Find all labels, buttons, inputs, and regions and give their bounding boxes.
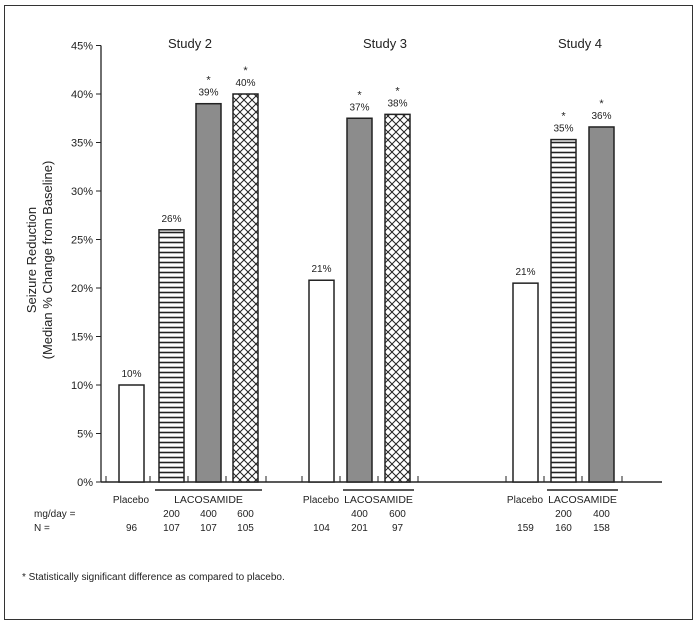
y-axis-label: Seizure Reduction xyxy=(24,207,39,313)
significance-star: * xyxy=(206,75,211,87)
n-label: 105 xyxy=(237,523,254,534)
bar-value-label: 35% xyxy=(553,124,573,135)
study-title: Study 2 xyxy=(168,36,212,51)
n-label: 160 xyxy=(555,523,572,534)
n-label: 104 xyxy=(313,523,330,534)
drug-label: LACOSAMIDE xyxy=(344,494,413,506)
y-tick-label: 30% xyxy=(71,186,93,198)
dose-label: 600 xyxy=(237,509,254,520)
bar xyxy=(550,138,577,483)
drug-label: LACOSAMIDE xyxy=(174,494,243,506)
bar xyxy=(512,282,539,483)
n-label: 201 xyxy=(351,523,368,534)
placebo-label: Placebo xyxy=(113,495,150,506)
drug-label: LACOSAMIDE xyxy=(548,494,617,506)
y-tick-label: 5% xyxy=(77,429,93,441)
bar xyxy=(195,102,222,483)
bar xyxy=(308,279,335,483)
y-tick-label: 20% xyxy=(71,283,93,295)
study-title: Study 3 xyxy=(363,36,407,51)
dose-label: 400 xyxy=(200,509,217,520)
significance-star: * xyxy=(395,85,400,97)
placebo-label: Placebo xyxy=(303,495,340,506)
bar-value-label: 36% xyxy=(591,111,611,122)
y-tick-label: 0% xyxy=(77,477,93,489)
y-tick-label: 35% xyxy=(71,138,93,150)
bar xyxy=(232,93,259,483)
y-tick-label: 15% xyxy=(71,332,93,344)
n-label: 96 xyxy=(126,523,138,534)
bar xyxy=(384,113,411,483)
y-axis-label-sub: (Median % Change from Baseline) xyxy=(40,161,55,360)
bar xyxy=(346,117,373,483)
y-tick-label: 10% xyxy=(71,380,93,392)
dose-label: 400 xyxy=(593,509,610,520)
bar xyxy=(588,126,615,483)
significance-star: * xyxy=(599,98,604,110)
dose-label: 200 xyxy=(555,509,572,520)
dose-row-label: mg/day = xyxy=(34,509,76,520)
dose-label: 200 xyxy=(163,509,180,520)
dose-label: 400 xyxy=(351,509,368,520)
significance-star: * xyxy=(243,65,248,77)
outer-frame xyxy=(4,5,693,620)
bar-value-label: 26% xyxy=(161,214,181,225)
n-label: 107 xyxy=(163,523,180,534)
significance-star: * xyxy=(561,111,566,123)
y-tick-label: 25% xyxy=(71,235,93,247)
dose-label: 600 xyxy=(389,509,406,520)
bar xyxy=(158,229,185,483)
n-row-label: N = xyxy=(34,523,50,534)
n-label: 107 xyxy=(200,523,217,534)
n-label: 158 xyxy=(593,523,610,534)
bar-value-label: 21% xyxy=(515,267,535,278)
bar-value-label: 21% xyxy=(311,264,331,275)
n-label: 159 xyxy=(517,523,534,534)
bar-value-label: 10% xyxy=(121,369,141,380)
n-label: 97 xyxy=(392,523,404,534)
bar-value-label: 40% xyxy=(235,78,255,89)
study-title: Study 4 xyxy=(558,36,602,51)
placebo-label: Placebo xyxy=(507,495,544,506)
significance-star: * xyxy=(357,89,362,101)
y-tick-label: 45% xyxy=(71,41,93,53)
bar-value-label: 39% xyxy=(198,88,218,99)
bar-value-label: 38% xyxy=(387,98,407,109)
y-tick-label: 40% xyxy=(71,89,93,101)
bar-value-label: 37% xyxy=(349,102,369,113)
bar xyxy=(118,384,145,483)
footnote: * Statistically significant difference a… xyxy=(22,572,285,583)
